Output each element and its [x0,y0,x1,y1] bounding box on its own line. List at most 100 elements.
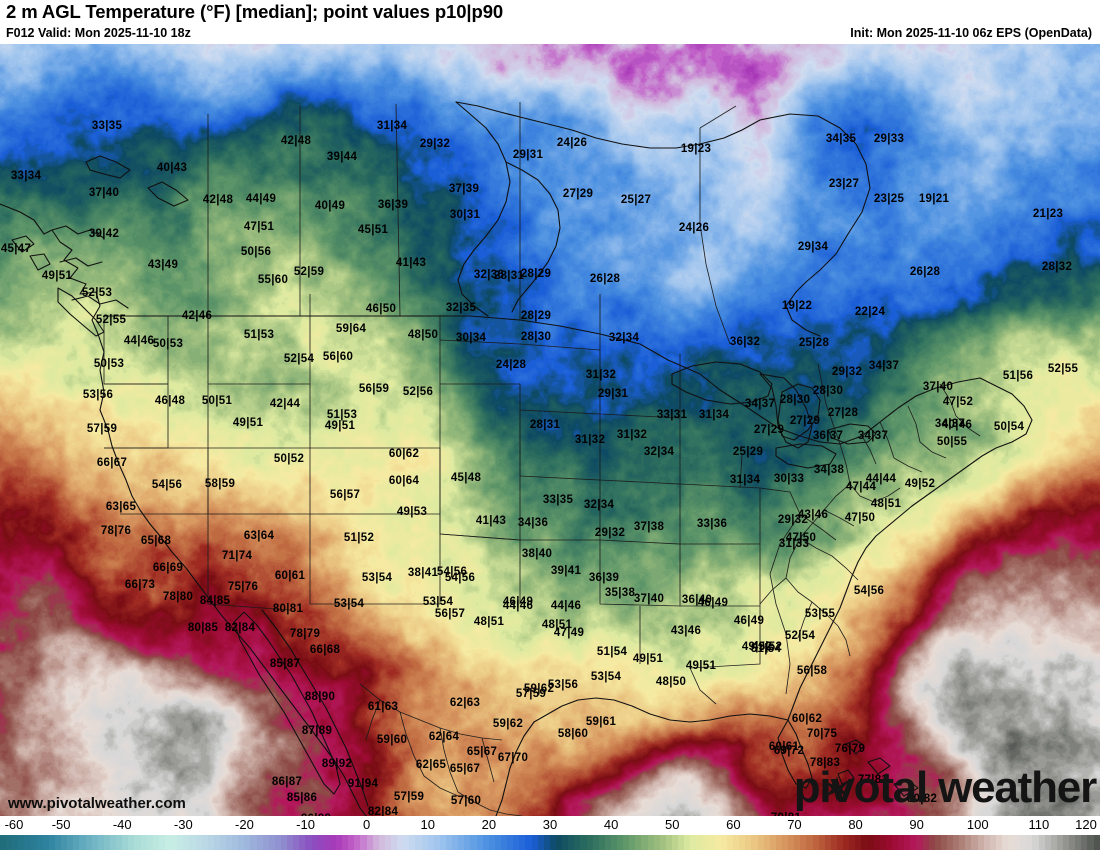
colorbar-swatch [843,835,850,850]
colorbar-swatch [751,835,758,850]
colorbar-swatch [898,835,905,850]
colorbar-swatch [250,835,257,850]
colorbar-swatch [855,835,862,850]
colorbar-tick: 20 [481,817,497,832]
colorbar-swatch [116,835,123,850]
colorbar-swatch [476,835,483,850]
colorbar-swatch [727,835,734,850]
colorbar-swatch [568,835,575,850]
colorbar-tick: 50 [664,817,680,832]
colorbar-swatch [836,835,844,850]
colorbar-swatch [366,835,373,850]
colorbar-swatch [1044,835,1051,850]
colorbar-swatch [940,835,947,850]
colorbar-swatch [739,835,746,850]
colorbar-swatch [537,835,544,850]
colorbar-swatch [647,835,654,850]
colorbar-swatch [238,835,245,850]
colorbar-swatch [690,835,697,850]
colorbar-swatch [348,835,355,850]
colorbar-tick: 40 [603,817,619,832]
colorbar-swatch [757,835,764,850]
temperature-map[interactable]: 33|35 33|34 37|40 40|43 42|48 44|49 42|48 40|49… [0,44,1100,816]
colorbar-swatch [653,835,660,850]
colorbar-swatch [1008,835,1015,850]
colorbar-swatch [714,835,721,850]
colorbar-swatch [195,835,202,850]
colorbar-tick: 90 [909,817,924,832]
colorbar-swatch [934,835,941,850]
colorbar-swatch [959,835,966,850]
colorbar-swatch [745,835,752,850]
colorbar-swatch [1063,835,1070,850]
colorbar-swatch [684,835,691,850]
colorbar-swatch [464,835,471,850]
colorbar-swatch [562,835,569,850]
colorbar-swatch [604,835,611,850]
colorbar-swatch [433,835,440,850]
colorbar-swatch [659,835,666,850]
colorbar-swatch [598,835,605,850]
colorbar-swatch [177,835,184,850]
colorbar-swatch [696,835,703,850]
colorbar-swatch [580,835,587,850]
colorbar-tick-labels: -60 -50 -40 -30 -20 -10 0 10 20 30 40 50 60 70 80 90 100… [0,816,1100,834]
site-url-label: www.pivotalweather.com [8,795,186,812]
colorbar-swatch [1056,835,1064,850]
colorbar-tick: 70 [787,817,802,832]
colorbar-swatch [922,835,929,850]
colorbar-swatch [6,835,13,850]
colorbar-swatch [586,835,593,850]
colorbar-swatch [531,835,538,850]
colorbar-swatch [97,835,104,850]
colorbar-swatch [1020,835,1027,850]
colorbar-swatch [794,835,801,850]
colorbar-swatch [488,835,495,850]
colorbar[interactable]: -60 -50 -40 -30 -20 -10 0 10 20 30 40 50 60 70 80 90 100… [0,816,1100,850]
colorbar-swatch [183,835,190,850]
colorbar-tick: 60 [726,817,741,832]
colorbar-swatch [79,835,86,850]
colorbar-tick: -40 [112,817,132,832]
colorbar-swatch [134,835,141,850]
colorbar-swatch [849,835,856,850]
colorbar-swatch [274,835,282,850]
colorbar-swatch [470,835,477,850]
colorbar-swatch [354,835,361,850]
colorbar-swatch [549,835,556,850]
colorbar-swatch [262,835,269,850]
colorbar-swatch [36,835,43,850]
colorbar-swatch [800,835,807,850]
colorbar-swatch [818,835,825,850]
colorbar-swatch [1069,835,1076,850]
colorbar-swatch [861,835,868,850]
colorbar-tick: 80 [848,817,863,832]
colorbar-swatch [103,835,110,850]
colorbar-swatch [1050,835,1057,850]
colorbar-swatch [281,835,288,850]
colorbar-swatch [299,835,306,850]
colorbar-swatch [109,835,117,850]
colorbar-swatch [879,835,886,850]
colorbar-swatch [916,835,923,850]
colorbar-swatch [1075,835,1082,850]
colorbar-swatch [1014,835,1021,850]
colorbar-swatch [500,835,508,850]
colorbar-swatch [543,835,550,850]
colorbar-swatch [146,835,153,850]
colorbar-swatch [629,835,636,850]
colorbar-swatch [928,835,935,850]
colorbar-swatch [85,835,92,850]
colorbar-swatch [201,835,208,850]
colorbar-tick: 120 [1075,817,1097,832]
colorbar-swatch [305,835,312,850]
colorbar-tick: 10 [420,817,435,832]
header-bar: 2 m AGL Temperature (°F) [median]; point… [0,0,1100,44]
colorbar-swatch [164,835,172,850]
colorbar-tick: -60 [4,817,24,832]
colorbar-swatch [1081,835,1088,850]
colorbar-swatch [665,835,673,850]
colorbar-swatch [415,835,422,850]
colorbar-swatch [427,835,434,850]
colorbar-swatch [439,835,446,850]
